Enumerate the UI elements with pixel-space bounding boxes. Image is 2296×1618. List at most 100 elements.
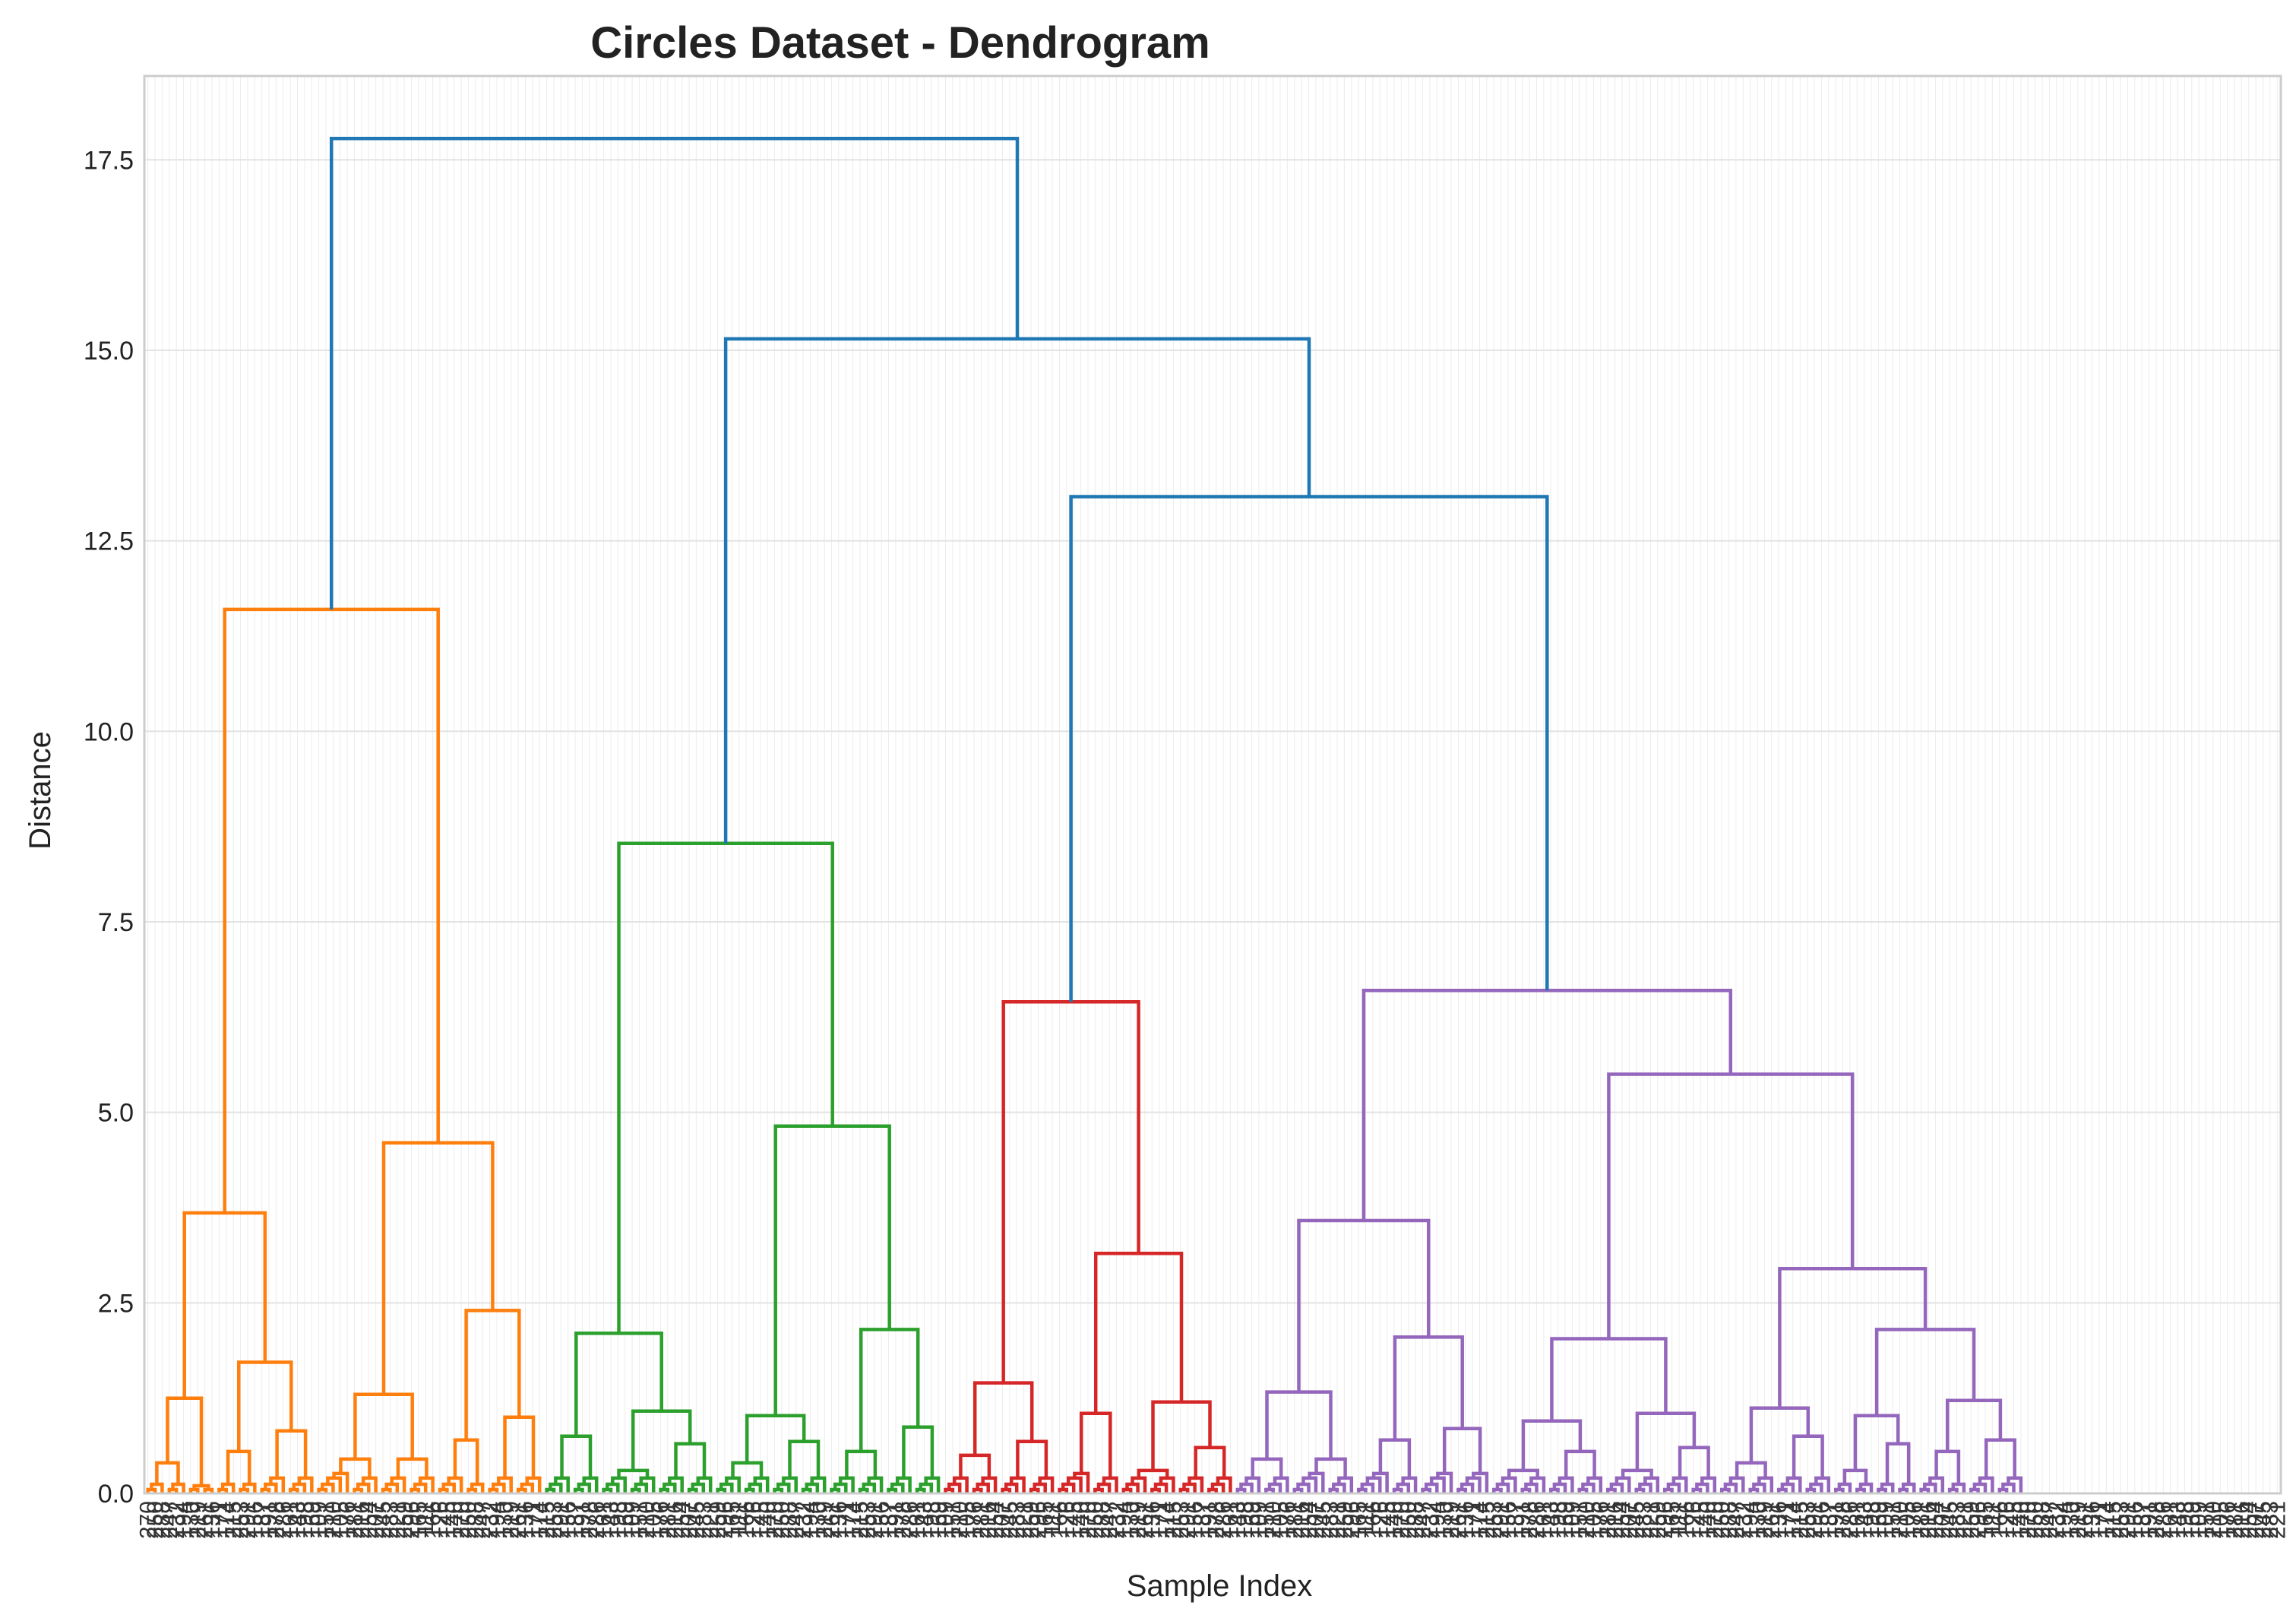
dendrogram-link [862,1482,877,1493]
leaf-label: 232 [164,1501,189,1539]
leaf-label: 253 [1795,1501,1820,1539]
leaf-label: 169 [2180,1501,2205,1539]
leaf-label: 216 [1289,1501,1314,1539]
leaf-label: 105 [1895,1501,1920,1539]
leaf-label: 174 [1154,1501,1179,1539]
leaf-label: 253 [855,1501,880,1539]
x-axis-label: Sample Index [1127,1569,1313,1603]
leaf-label: 219 [1126,1501,1151,1539]
leaf-label: 136 [827,1501,852,1539]
leaf-label: 194 [1112,1501,1137,1539]
leaf-label: 145 [435,1501,460,1539]
dendrogram-link [606,1482,620,1493]
leaf-label: 207 [677,1501,702,1539]
leaf-label: 198 [1546,1501,1571,1539]
leaf-label: 259 [1646,1501,1671,1539]
leaf-label: 161 [905,1501,930,1539]
leaf-label: 105 [328,1501,353,1539]
leaf-label: 219 [1439,1501,1464,1539]
leaf-label: 171 [520,1501,546,1539]
leaf-label: 296 [400,1501,425,1539]
leaf-label: 187 [1190,1501,1215,1539]
leaf-label: 286 [2151,1501,2176,1539]
dendrogram-link [1460,1482,1475,1493]
leaf-label: 291 [1489,1501,1514,1539]
leaf-label: 278 [1831,1501,1856,1539]
leaf-label: 259 [1332,1501,1357,1539]
leaf-label: 169 [1553,1501,1578,1539]
leaf-label: 171 [1460,1501,1485,1539]
leaf-label: 145 [1688,1501,1713,1539]
leaf-label: 219 [1752,1501,1777,1539]
leaf-label: 130 [492,1501,517,1539]
leaf-label: 166 [734,1501,759,1539]
dendrogram-link [549,1482,563,1493]
dendrogram-link [220,1482,236,1493]
leaf-label: 191 [1197,1501,1222,1539]
dendrogram-link [1972,1482,1988,1493]
leaf-label: 156 [242,1501,267,1539]
leaf-label: 283 [1631,1501,1656,1539]
leaf-label: 215 [848,1501,873,1539]
leaf-label: 156 [1496,1501,1521,1539]
leaf-label: 247 [2037,1501,2062,1539]
leaf-label: 105 [955,1501,980,1539]
dendrogram-link [1780,1482,1795,1493]
leaf-label: 296 [1339,1501,1365,1539]
leaf-label: 215 [221,1501,246,1539]
leaf-label: 286 [1838,1501,1863,1539]
leaf-label: 143 [286,1501,311,1539]
leaf-label: 176 [649,1501,674,1539]
dendrogram-link [773,1124,891,1416]
leaf-label: 210 [1574,1501,1599,1539]
leaf-label: 109 [2187,1501,2212,1539]
dendrogram-link [150,1482,164,1493]
dendrogram-link [1004,1482,1019,1493]
dendrogram-link [972,1381,1034,1455]
leaf-label: 207 [991,1501,1016,1539]
leaf-label: 221 [385,1501,410,1539]
dendrogram-link [1096,1482,1112,1493]
leaf-label: 250 [1709,1501,1735,1539]
leaf-label: 253 [229,1501,254,1539]
dendrogram-link [1607,1072,1855,1339]
leaf-label: 291 [2116,1501,2141,1539]
dendrogram-link [226,1449,251,1484]
dendrogram-link [1837,1482,1852,1493]
leaf-label: 174 [1468,1501,1493,1539]
leaf-label: 291 [236,1501,261,1539]
leaf-label: 174 [2094,1501,2119,1539]
leaf-label: 191 [1823,1501,1849,1539]
dendrogram-link [1678,1445,1710,1478]
leaf-label: 261 [2073,1501,2098,1539]
dendrogram-link [1210,1482,1225,1493]
dendrogram-link [1858,1482,1874,1493]
leaf-label: 176 [2215,1501,2241,1539]
y-tick-label: 17.5 [84,146,134,175]
leaf-label: 270 [449,1501,474,1539]
dendrogram-link [1016,1439,1048,1478]
leaf-label: 105 [1582,1501,1607,1539]
leaf-label: 207 [1617,1501,1642,1539]
leaf-label: 291 [862,1501,887,1539]
leaf-label: 278 [890,1501,916,1539]
leaf-label: 136 [514,1501,539,1539]
leaf-label: 111 [1354,1501,1379,1536]
leaf-label: 254 [1610,1501,1635,1539]
leaf-label: 254 [670,1501,695,1539]
dendrogram-link [674,1442,707,1478]
leaf-label: 283 [2258,1501,2283,1539]
leaf-label: 194 [1425,1501,1450,1539]
leaf-label: 219 [499,1501,524,1539]
leaf-label: 143 [1539,1501,1564,1539]
leaf-label: 109 [1560,1501,1585,1539]
dendrogram-link [223,607,440,1213]
y-tick-label: 10.0 [84,717,134,746]
leaf-label: 130 [179,1501,204,1539]
leaf-label: 286 [1525,1501,1550,1539]
leaf-label: 165 [719,1501,745,1539]
leaf-label: 270 [1389,1501,1414,1539]
leaf-label: 161 [592,1501,617,1539]
leaf-label: 151 [627,1501,652,1539]
leaf-label: 245 [1937,1501,1962,1539]
